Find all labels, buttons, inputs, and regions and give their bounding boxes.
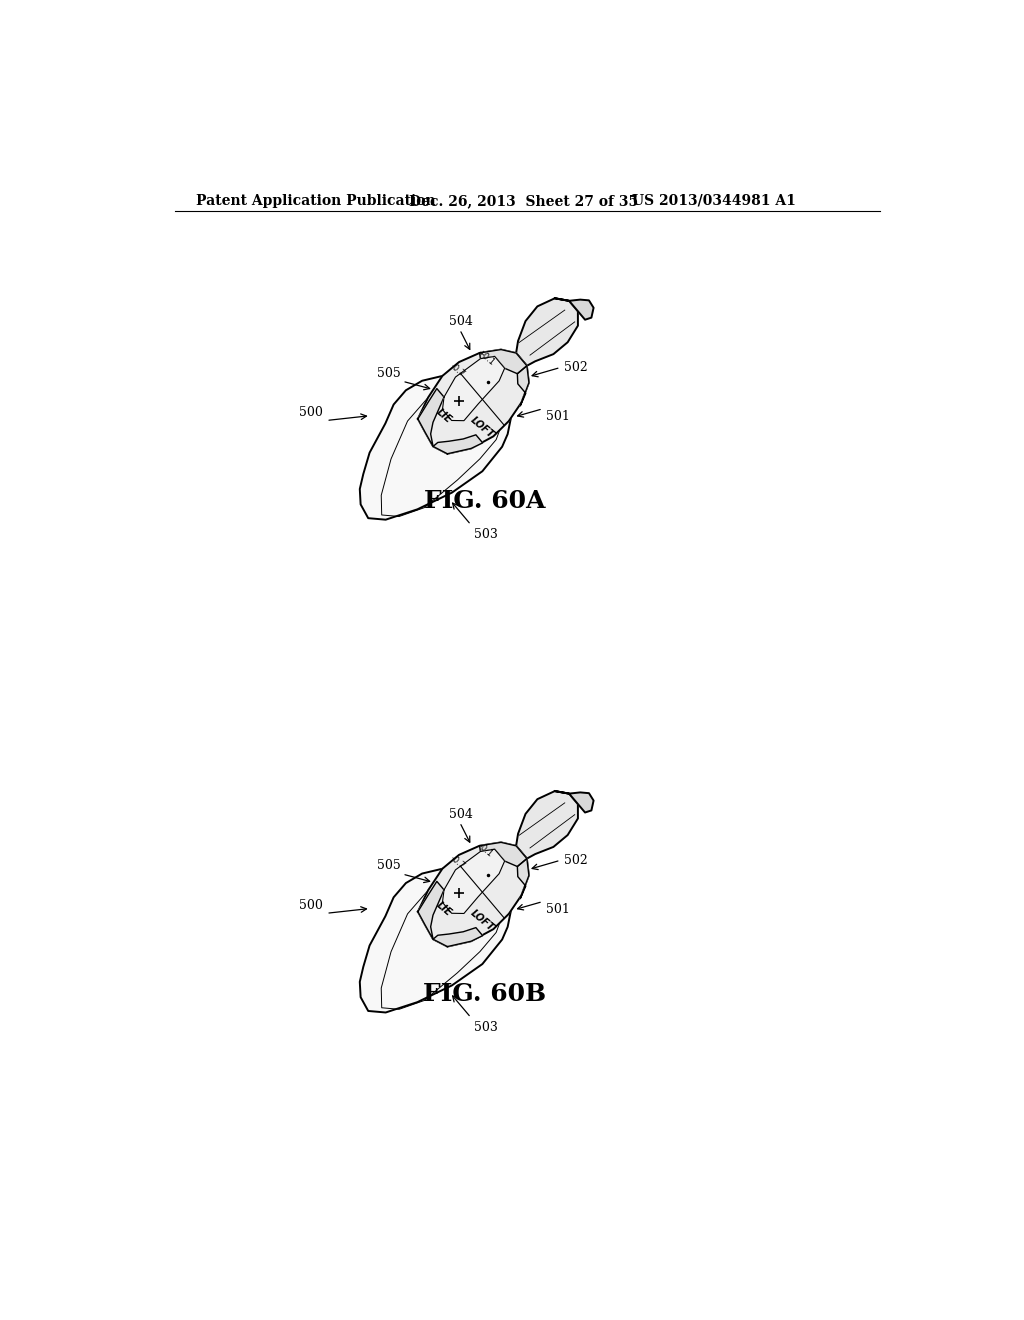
Text: US 2013/0344981 A1: US 2013/0344981 A1: [632, 194, 796, 207]
Text: 501: 501: [546, 903, 570, 916]
Text: 502: 502: [563, 854, 588, 867]
Text: 501: 501: [546, 411, 570, 424]
Polygon shape: [516, 791, 578, 858]
Polygon shape: [433, 434, 482, 454]
Text: LOFT: LOFT: [468, 908, 496, 933]
Polygon shape: [418, 350, 529, 454]
Text: LOFT: LOFT: [468, 414, 496, 440]
Text: 502: 502: [563, 360, 588, 374]
Polygon shape: [359, 372, 512, 520]
Polygon shape: [442, 849, 505, 913]
Polygon shape: [516, 298, 578, 366]
Text: 504: 504: [450, 314, 473, 327]
Polygon shape: [433, 928, 482, 946]
Text: -0.7: -0.7: [449, 362, 467, 379]
Text: 505: 505: [377, 367, 400, 380]
Polygon shape: [418, 388, 444, 446]
Polygon shape: [418, 882, 444, 940]
Text: 503: 503: [474, 528, 498, 541]
Text: 504: 504: [450, 808, 473, 821]
Text: 500: 500: [299, 899, 324, 912]
Polygon shape: [442, 356, 505, 421]
Text: -0.1: -0.1: [476, 842, 495, 859]
Text: Patent Application Publication: Patent Application Publication: [197, 194, 436, 207]
Text: LIE: LIE: [434, 900, 454, 919]
Text: 500: 500: [299, 407, 324, 418]
Text: FIG. 60B: FIG. 60B: [423, 982, 546, 1006]
Polygon shape: [517, 366, 529, 405]
Polygon shape: [479, 842, 527, 866]
Polygon shape: [555, 791, 594, 813]
Text: Dec. 26, 2013  Sheet 27 of 35: Dec. 26, 2013 Sheet 27 of 35: [409, 194, 638, 207]
Polygon shape: [555, 298, 594, 319]
Text: +0.1: +0.1: [475, 348, 496, 368]
Text: FIG. 60A: FIG. 60A: [424, 488, 545, 513]
Polygon shape: [517, 858, 529, 899]
Text: 505: 505: [377, 859, 400, 873]
Text: LIE: LIE: [434, 407, 454, 425]
Text: 503: 503: [474, 1020, 498, 1034]
Polygon shape: [479, 350, 527, 374]
Text: -0.7: -0.7: [449, 854, 467, 871]
Polygon shape: [359, 866, 512, 1012]
Polygon shape: [418, 842, 529, 946]
